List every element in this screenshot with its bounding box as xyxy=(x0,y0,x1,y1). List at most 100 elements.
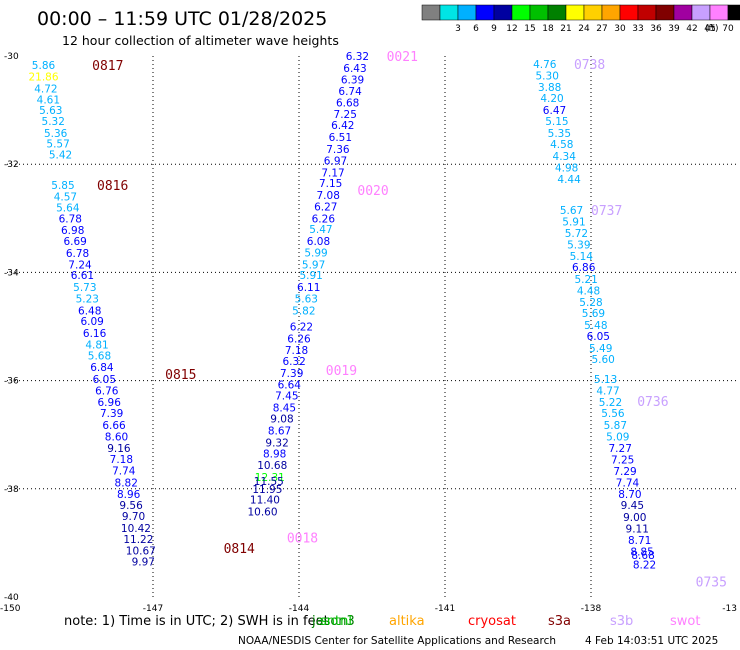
wave-height-label: 3.88 xyxy=(538,82,561,94)
colorbar-swatch xyxy=(601,4,621,21)
wave-height-label: 6.39 xyxy=(341,74,364,86)
colorbar-swatch xyxy=(529,4,549,21)
wave-height-label: 8.71 xyxy=(628,535,651,547)
wave-height-label: 5.86 xyxy=(32,60,56,72)
wave-height-label: 6.26 xyxy=(312,213,336,225)
colorbar-swatch xyxy=(691,4,711,21)
wave-height-label: 6.78 xyxy=(66,248,89,260)
wave-height-label: 5.35 xyxy=(548,128,571,140)
colorbar-label: 36 xyxy=(650,24,662,34)
colorbar-unit: (ft) xyxy=(705,24,719,34)
y-tick-label: -32 xyxy=(4,160,19,170)
wave-height-label: 5.14 xyxy=(570,251,594,263)
satellite-legend-s3b: s3b xyxy=(610,614,633,629)
x-tick-label: -150 xyxy=(0,604,21,614)
wave-height-label: 4.44 xyxy=(557,174,581,186)
wave-height-label: 4.98 xyxy=(555,162,578,174)
colorbar-label: 42 xyxy=(686,24,697,34)
wave-height-label: 5.73 xyxy=(73,282,96,294)
satellite-legend-cryosat: cryosat xyxy=(468,614,516,629)
x-tick-label: -144 xyxy=(289,604,310,614)
wave-height-label: 9.70 xyxy=(122,511,145,523)
colorbar-legend: 3 6 9 12 15 18 21 24 27 30 33 36 39 42 45 70 xyxy=(421,4,740,34)
wave-height-label: 5.72 xyxy=(565,228,588,240)
wave-height-label: 6.05 xyxy=(587,331,610,343)
wave-height-label: 6.69 xyxy=(63,236,86,248)
colorbar-label: 30 xyxy=(614,24,626,34)
wave-height-label: 11.22 xyxy=(123,534,153,546)
wave-height-label: 7.74 xyxy=(616,477,640,489)
wave-height-label: 5.60 xyxy=(591,354,614,366)
colorbar-label: 70 xyxy=(722,24,734,34)
wave-height-label: 11.40 xyxy=(250,495,280,507)
pass-label: 0737 xyxy=(591,204,622,219)
pass-label: 0021 xyxy=(387,50,418,65)
x-tick-label: -138 xyxy=(581,604,602,614)
wave-height-label: 8.98 xyxy=(263,449,286,461)
wave-height-label: 5.63 xyxy=(39,105,62,117)
y-tick-label: -30 xyxy=(4,52,19,62)
wave-height-label: 6.32 xyxy=(282,356,305,368)
wave-height-label: 5.39 xyxy=(567,239,590,251)
wave-height-label: 9.11 xyxy=(626,523,649,535)
x-tick-label: -13 xyxy=(722,604,737,614)
wave-height-label: 6.11 xyxy=(297,282,320,294)
wave-height-label: 5.63 xyxy=(295,293,318,305)
wave-height-label: 7.18 xyxy=(285,345,308,357)
wave-height-label: 6.74 xyxy=(338,86,362,98)
wave-height-label: 7.08 xyxy=(317,190,340,202)
wave-height-label: 6.97 xyxy=(324,155,347,167)
wave-height-label: 6.66 xyxy=(102,420,126,432)
wave-height-label: 11.95 xyxy=(252,484,282,496)
wave-height-label: 9.97 xyxy=(132,556,155,568)
colorbar-label: 33 xyxy=(632,24,643,34)
wave-height-label: 7.25 xyxy=(611,455,634,467)
colorbar-label: 15 xyxy=(524,24,535,34)
wave-height-label: 6.76 xyxy=(95,385,119,397)
colorbar-label: 45 xyxy=(704,24,715,34)
wave-height-label: 5.99 xyxy=(304,247,327,259)
wave-height-label: 6.27 xyxy=(314,201,337,213)
wave-height-label: 4.57 xyxy=(54,192,77,204)
wave-height-label: 6.32 xyxy=(346,51,369,63)
colorbar-label: 18 xyxy=(542,24,554,34)
wave-height-labels: 5.8621.864.724.615.635.325.365.575.425.8… xyxy=(28,51,656,572)
colorbar-swatch xyxy=(457,4,477,21)
axis-ticks: -30 -32 -34 -36 -38 -40-150 -147 -144 -141 -138 -1… xyxy=(0,52,737,614)
colorbar-swatch xyxy=(709,4,729,21)
wave-height-label: 10.68 xyxy=(257,460,287,472)
wave-height-label: 5.97 xyxy=(302,259,325,271)
colorbar-swatch xyxy=(475,4,495,21)
wave-height-label: 5.85 xyxy=(51,180,74,192)
colorbar-swatch xyxy=(439,4,459,21)
wave-height-label: 21.86 xyxy=(28,72,58,84)
wave-height-label: 6.42 xyxy=(331,120,354,132)
colorbar-swatch xyxy=(619,4,639,21)
wave-height-label: 8.85 xyxy=(630,547,653,559)
wave-height-label: 4.76 xyxy=(533,59,557,71)
colorbar-swatch xyxy=(547,4,567,21)
wave-height-label: 5.42 xyxy=(49,149,72,161)
wave-height-label: 5.91 xyxy=(562,217,585,229)
pass-label: 0816 xyxy=(97,179,128,194)
pass-label: 0735 xyxy=(696,575,727,590)
wave-height-label: 10.60 xyxy=(247,507,277,519)
x-tick-label: -147 xyxy=(143,604,163,614)
wave-height-label: 7.45 xyxy=(275,391,298,403)
wave-height-label: 6.86 xyxy=(572,262,596,274)
wave-height-label: 4.34 xyxy=(553,151,577,163)
wave-height-label: 5.09 xyxy=(606,431,629,443)
satellite-legend-jason3: jason3 xyxy=(311,614,355,629)
wave-height-label: 9.08 xyxy=(270,413,293,425)
wave-height-label: 7.24 xyxy=(68,259,92,271)
wave-height-label: 8.22 xyxy=(633,560,656,572)
wave-height-label: 6.43 xyxy=(343,63,366,75)
pass-label: 0020 xyxy=(357,184,388,199)
wave-height-label: 5.56 xyxy=(601,408,625,420)
wave-height-label: 8.70 xyxy=(618,489,641,501)
wave-height-label: 8.60 xyxy=(105,431,128,443)
wave-height-label: 7.18 xyxy=(110,454,133,466)
footer-note: note: 1) Time is in UTC; 2) SWH is in fe… xyxy=(64,614,329,629)
colorbar-swatch xyxy=(637,4,657,21)
